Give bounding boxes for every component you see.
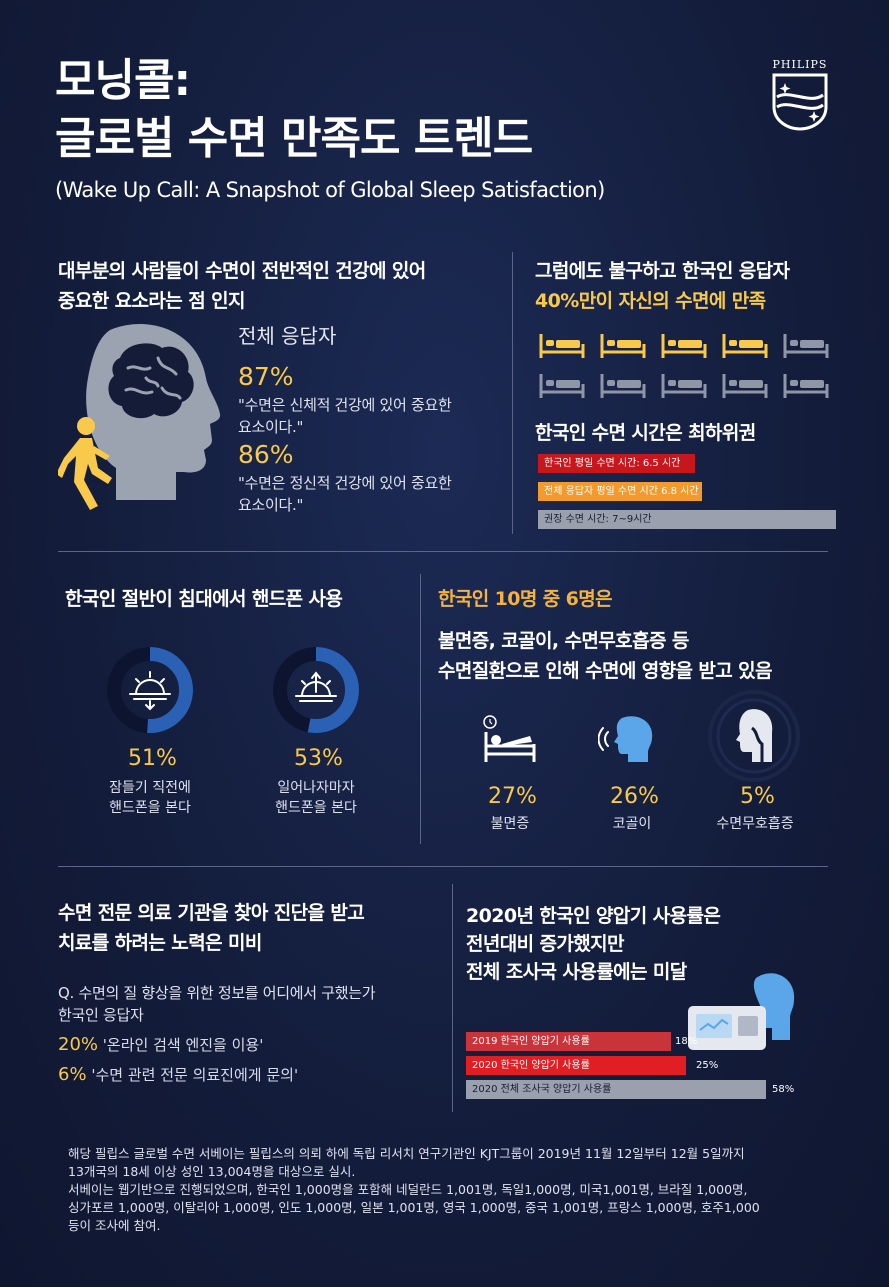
title-line-2: 글로벌 수면 만족도 트렌드	[55, 113, 533, 164]
apnea-airway-icon	[708, 690, 800, 782]
snoring-head-icon	[598, 716, 653, 762]
respondents-label: 전체 응답자	[238, 324, 337, 348]
divider-horizontal-1	[58, 551, 828, 552]
brand-name: PHILIPS	[772, 58, 828, 71]
apnea-percent: 5%	[740, 784, 775, 809]
section6-heading: 2020년 한국인 양압기 사용률은 전년대비 증가했지만 전체 조사국 사용률…	[466, 905, 721, 983]
page-subtitle: (Wake Up Call: A Snapshot of Global Slee…	[55, 178, 605, 202]
insomnia-label: 불면증	[490, 816, 530, 832]
bedtime-percent: 51%	[128, 746, 177, 771]
phone-ring-bedtime	[106, 646, 194, 738]
cpap-value-all: 58%	[772, 1084, 795, 1095]
snoring-percent: 26%	[610, 784, 659, 809]
section5-heading: 수면 전문 의료 기관을 찾아 진단을 받고 치료를 하려는 노력은 미비	[58, 902, 365, 954]
cpap-row: 2020 전체 조사국 양압기 사용률 58%	[466, 1080, 806, 1099]
stat1-percent: 87%	[238, 362, 294, 391]
answer-item: 20% '온라인 검색 엔진을 이용'	[58, 1034, 264, 1055]
sleep-hours-chart: 한국인 평일 수면 시간: 6.5 시간 전체 응답자 평일 수면 시간 6.8…	[538, 454, 838, 529]
insomnia-bed-icon	[483, 715, 536, 762]
section3-heading: 한국인 절반이 침대에서 핸드폰 사용	[65, 588, 343, 610]
phone-ring-wakeup	[272, 646, 360, 738]
cpap-value-2019: 18%	[675, 1036, 698, 1047]
bed-icon-satisfied	[661, 334, 707, 358]
divider-vertical-top	[512, 252, 513, 534]
bed-icon	[600, 374, 646, 398]
sleep-bar-recommended: 권장 수면 시간: 7~9시간	[538, 510, 836, 529]
philips-shield-icon	[772, 73, 828, 131]
walking-person-icon	[58, 417, 112, 510]
title-line-1: 모닝콜:	[55, 55, 191, 106]
page-title: 모닝콜: 글로벌 수면 만족도 트렌드	[55, 52, 533, 168]
sleep-bar-korean: 한국인 평일 수면 시간: 6.5 시간	[538, 454, 695, 473]
sunset-icon	[129, 671, 171, 711]
insomnia-percent: 27%	[488, 784, 537, 809]
bedtime-label: 잠들기 직전에 핸드폰을 본다	[109, 780, 191, 816]
wakeup-percent: 53%	[294, 746, 343, 771]
ring-chart-wakeup	[273, 647, 359, 733]
snoring-label: 코골이	[612, 816, 652, 832]
sleep-time-heading: 한국인 수면 시간은 최하위권	[535, 422, 756, 444]
cpap-row: 2020 한국인 양압기 사용률 25%	[466, 1056, 806, 1075]
wakeup-label: 일어나자마자 핸드폰을 본다	[275, 780, 357, 816]
survey-question: Q. 수면의 질 향상을 위한 정보를 어디에서 구했는가 한국인 응답자	[58, 984, 376, 1024]
cpap-bar-2019: 2019 한국인 양압기 사용률	[466, 1032, 671, 1051]
bed-icon-satisfied	[722, 334, 768, 358]
cpap-usage-chart: 2019 한국인 양압기 사용률 18% 2020 한국인 양압기 사용률 25…	[466, 1032, 806, 1099]
answer-item: 6% '수면 관련 전문 의료진에게 문의'	[58, 1064, 299, 1085]
answer-list: 20% '온라인 검색 엔진을 이용' 6% '수면 관련 전문 의료진에게 문…	[58, 1030, 298, 1090]
bed-icon	[722, 374, 768, 398]
section4-highlight: 한국인 10명 중 6명은	[438, 588, 613, 610]
cpap-bar-2020: 2020 한국인 양압기 사용률	[466, 1056, 686, 1075]
section1-heading: 대부분의 사람들이 수면이 전반적인 건강에 있어 중요한 요소라는 점 인지	[58, 260, 426, 312]
apnea-label: 수면무호흡증	[716, 816, 794, 832]
divider-horizontal-2	[58, 866, 828, 867]
bed-icon	[661, 374, 707, 398]
head-brain-illustration	[58, 324, 221, 510]
cpap-bar-all: 2020 전체 조사국 양압기 사용률	[466, 1080, 766, 1099]
stat1-quote: "수면은 신체적 건강에 있어 중요한 요소이다."	[238, 396, 452, 436]
cpap-device-icon	[688, 973, 795, 1050]
sunrise-icon	[295, 671, 337, 702]
stat2-percent: 86%	[238, 440, 294, 469]
divider-vertical-middle	[420, 574, 421, 844]
section2-heading: 그럼에도 불구하고 한국인 응답자 40%만이 자신의 수면에 만족	[535, 260, 790, 312]
cpap-row: 2019 한국인 양압기 사용률 18%	[466, 1032, 806, 1051]
ring-chart-bedtime	[107, 647, 193, 733]
bed-icon-satisfied	[539, 334, 585, 358]
philips-logo: PHILIPS	[768, 58, 832, 135]
cpap-value-2020: 25%	[696, 1060, 719, 1071]
section4-heading: 불면증, 코골이, 수면무호흡증 등 수면질환으로 인해 수면에 영향을 받고 …	[438, 630, 773, 682]
stat2-quote: "수면은 정신적 건강에 있어 중요한 요소이다."	[238, 474, 452, 514]
sleep-bar-all: 전체 응답자 평일 수면 시간 6.8 시간	[538, 482, 702, 501]
bed-icon	[783, 374, 829, 398]
bed-icon	[783, 334, 829, 358]
divider-vertical-bottom	[452, 884, 453, 1112]
survey-footnote: 해당 필립스 글로벌 수면 서베이는 필립스의 의뢰 하에 독립 리서치 연구기…	[68, 1146, 760, 1233]
bed-icon	[539, 374, 585, 398]
bed-icon-satisfied	[600, 334, 646, 358]
